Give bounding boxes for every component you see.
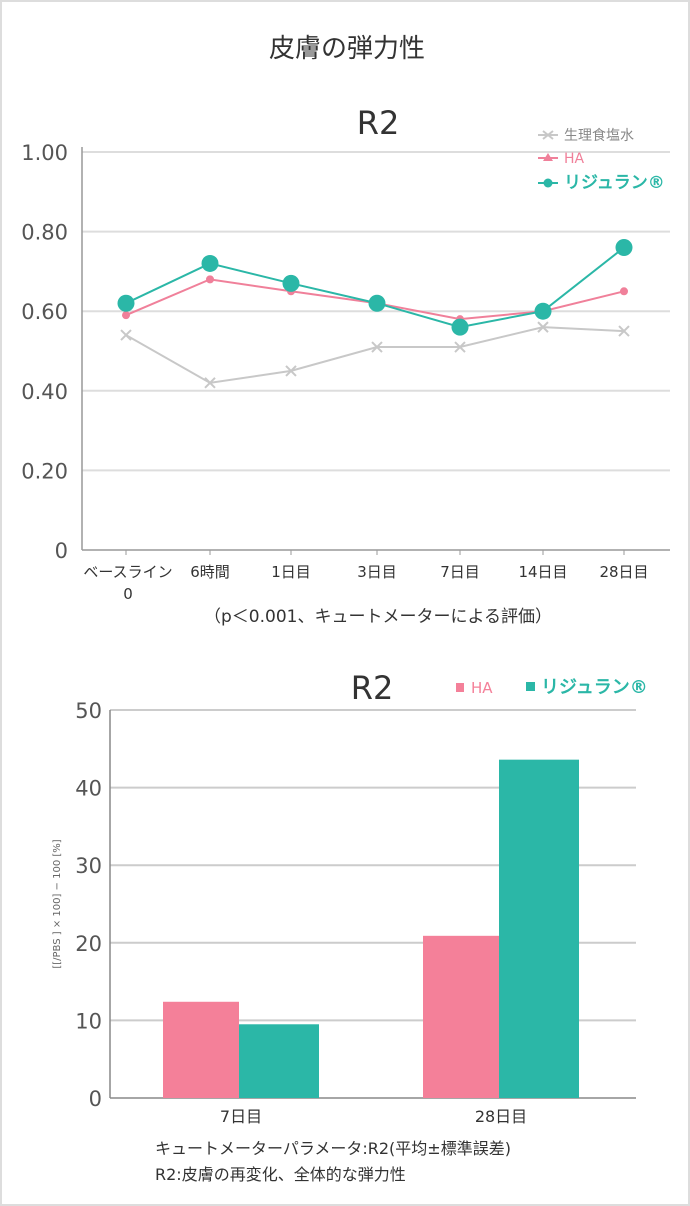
- legend-label: 生理食塩水: [564, 127, 634, 144]
- bar-chart: R2 0 10 20 30 40 50 7日目 28日目 HA リジュラン® [[/PBS ] …: [52, 669, 648, 1184]
- bar-ha: [423, 935, 499, 1098]
- bar-ha: [163, 1001, 239, 1098]
- data-point: [620, 287, 628, 296]
- bar-chart-caption-2: R2:皮膚の再変化、全体的な弾力性: [155, 1165, 406, 1184]
- data-point: [534, 302, 552, 320]
- legend-label: HA: [471, 679, 493, 697]
- x-tick-label: 1日目: [271, 563, 311, 581]
- x-tick-label: ベースライン: [83, 563, 172, 581]
- legend-dot-icon: [543, 178, 553, 188]
- y-tick-label: 1.00: [21, 141, 68, 165]
- data-point-x: [618, 325, 630, 337]
- bar-chart-ylabel: [[/PBS ] × 100] − 100 [%]: [52, 839, 63, 968]
- legend-x-icon: [542, 130, 554, 140]
- y-tick-label: 0.20: [21, 459, 68, 483]
- y-tick-label: 50: [75, 699, 102, 723]
- x-tick-label: 14日目: [518, 563, 567, 581]
- x-tick-label: 6時間: [190, 563, 230, 581]
- bar-chart-title: R2: [351, 669, 394, 707]
- legend-label: リジュラン®: [541, 677, 648, 698]
- x-tick-label: 0: [123, 585, 133, 603]
- x-tick-label: 7日目: [440, 563, 480, 581]
- y-tick-label: 0: [89, 1087, 102, 1111]
- data-point-x: [454, 341, 466, 353]
- bar-chart-caption-1: キュートメーターパラメータ:R2(平均±標準誤差): [155, 1139, 511, 1158]
- legend-swatch: [526, 682, 535, 691]
- x-tick-label: 7日目: [220, 1107, 262, 1126]
- y-tick-label: 30: [75, 854, 102, 878]
- data-point: [615, 239, 633, 257]
- data-point-x: [204, 377, 216, 389]
- bar-rejuran: [239, 1024, 319, 1098]
- y-tick-label: 0.40: [21, 380, 68, 404]
- data-point: [201, 254, 219, 272]
- data-point: [282, 274, 300, 292]
- page-title: 皮膚の弾力性: [269, 34, 425, 64]
- y-tick-label: 20: [75, 932, 102, 956]
- legend-label: HA: [564, 151, 585, 167]
- legend-swatch: [456, 683, 464, 692]
- y-tick-label: 0.80: [21, 221, 68, 245]
- y-tick-label: 10: [75, 1009, 102, 1033]
- legend-triangle-icon: [543, 153, 553, 161]
- x-tick-label: 28日目: [475, 1107, 527, 1126]
- data-point: [451, 318, 469, 336]
- line-chart: R2 0 0.20 0.40 0.60 0.80 1.00 ベースライン 0 6時間 1日目 3日目…: [21, 104, 670, 627]
- x-tick-label: 28日目: [599, 563, 648, 581]
- line-chart-title: R2: [357, 104, 400, 142]
- line-chart-note: （p＜0.001、キュートメーターによる評価）: [204, 607, 552, 627]
- data-point: [117, 294, 135, 312]
- data-point-x: [285, 365, 297, 377]
- data-point: [206, 275, 214, 284]
- legend-label: リジュラン®: [564, 173, 665, 193]
- series-line-0: [125, 326, 625, 384]
- data-point-x: [537, 321, 549, 333]
- y-tick-label: 0: [55, 539, 68, 563]
- data-point: [368, 294, 386, 312]
- data-point-x: [120, 329, 132, 341]
- x-tick-label: 3日目: [357, 563, 397, 581]
- bar-rejuran: [499, 759, 579, 1098]
- y-tick-label: 0.60: [21, 300, 68, 324]
- y-tick-label: 40: [75, 777, 102, 801]
- data-point-x: [371, 341, 383, 353]
- data-point: [122, 311, 130, 320]
